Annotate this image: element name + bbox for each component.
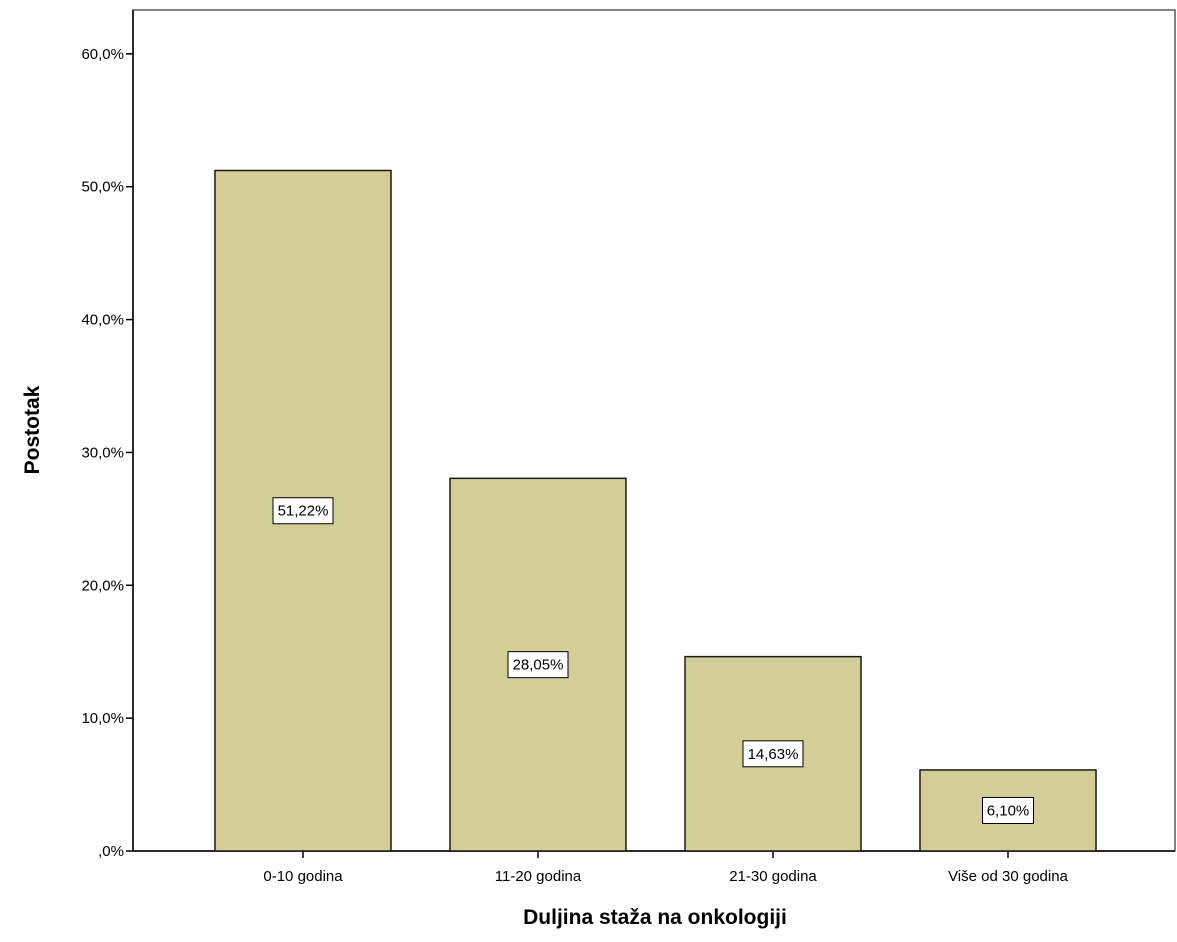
data-label-box [982, 796, 1034, 824]
data-label: 51,22% [278, 503, 329, 520]
y-axis: ,0% 10,0% 20,0% 30,0% 40,0% 50,0% 60,0% [81, 10, 134, 860]
data-label: 6,10% [987, 802, 1030, 819]
data-label: 14,63% [748, 746, 799, 763]
x-tick-label: Više od 30 godina [948, 868, 1068, 885]
y-tick-label: 40,0% [81, 312, 124, 329]
x-tick-label: 0-10 godina [263, 868, 343, 885]
data-label-box [272, 497, 334, 525]
data-label-box [507, 651, 569, 679]
y-tick-label: 10,0% [81, 710, 124, 727]
y-tick-label: 20,0% [81, 577, 124, 594]
y-tick-label: 50,0% [81, 179, 124, 196]
x-axis: 0-10 godina 11-20 godina 21-30 godina Više … [133, 850, 1175, 885]
y-tick-label: 30,0% [81, 444, 124, 461]
data-label-box [742, 740, 804, 768]
x-tick-label: 11-20 godina [495, 868, 582, 885]
bars [214, 169, 1097, 852]
x-axis-title: Duljina staža na onkologiji [523, 906, 787, 929]
data-labels: 51,22% 28,05% 14,63% 6,10% [272, 497, 1034, 824]
x-tick-label: 21-30 godina [729, 868, 817, 885]
y-tick-label: ,0% [98, 843, 124, 860]
data-label: 28,05% [513, 657, 564, 674]
y-tick-label: 60,0% [81, 46, 124, 63]
y-axis-title: Postotak [21, 385, 44, 474]
